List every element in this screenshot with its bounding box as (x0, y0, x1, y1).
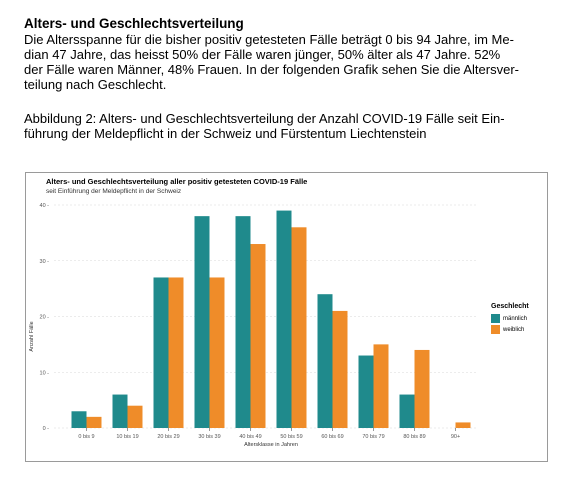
bar-maennlich (195, 216, 210, 428)
x-tick-label: 10 bis 19 (116, 434, 138, 440)
bar-weiblich (169, 277, 184, 428)
figure-caption-line-2: führung der Meldepflicht in der Schweiz … (24, 126, 554, 141)
legend-title: Geschlecht (491, 303, 529, 310)
paragraph-line-3: der Fälle waren Männer, 48% Frauen. In d… (24, 62, 554, 77)
bar-weiblich (87, 417, 102, 428)
chart-frame: Alters- und Geschlechtsverteilung aller … (25, 172, 548, 462)
bar-weiblich (456, 422, 471, 428)
bar-weiblich (415, 350, 430, 428)
bar-maennlich (236, 216, 251, 428)
bar-weiblich (128, 406, 143, 428)
x-tick-label: 50 bis 59 (280, 434, 302, 440)
x-tick-label: 90+ (451, 434, 460, 440)
legend-item-weiblich: weiblich (491, 324, 529, 335)
x-tick-label: 30 bis 39 (198, 434, 220, 440)
bar-chart: 0 - 10 - 20 - 30 - 40 - 0 bis 9 10 bis 19 20 bi… (26, 173, 486, 461)
y-tick-label: 0 - (43, 426, 50, 432)
x-tick-label: 70 bis 79 (362, 434, 384, 440)
legend-swatch-maennlich (491, 314, 500, 323)
y-tick-label: 10 - (40, 370, 50, 376)
y-tick-label: 20 - (40, 315, 50, 321)
bar-maennlich (318, 294, 333, 428)
section-heading: Alters- und Geschlechtsverteilung (24, 16, 554, 32)
legend-swatch-weiblich (491, 325, 500, 334)
document-text: Alters- und Geschlechtsverteilung Die Al… (24, 16, 554, 141)
x-tick-label: 80 bis 89 (403, 434, 425, 440)
x-tick-label: 40 bis 49 (239, 434, 261, 440)
bar-weiblich (374, 344, 389, 428)
bar-weiblich (333, 311, 348, 428)
y-axis-title: Anzahl Fälle (29, 321, 35, 351)
y-tick-label: 40 - (40, 203, 50, 209)
figure-caption-line-1: Abbildung 2: Alters- und Geschlechtsvert… (24, 111, 554, 126)
x-tick-label: 60 bis 69 (321, 434, 343, 440)
bar-weiblich (292, 227, 307, 428)
paragraph-line-1: Die Altersspanne für die bisher positiv … (24, 32, 554, 47)
bar-maennlich (400, 395, 415, 428)
bar-maennlich (72, 411, 87, 428)
bar-maennlich (113, 395, 128, 428)
x-axis-title: Altersklasse in Jahren (244, 442, 298, 448)
bar-weiblich (210, 277, 225, 428)
legend: Geschlecht männlich weiblich (491, 303, 529, 335)
bar-weiblich (251, 244, 266, 428)
paragraph-line-4: teilung nach Geschlecht. (24, 77, 554, 92)
bar-maennlich (154, 277, 169, 428)
x-tick-label: 20 bis 29 (157, 434, 179, 440)
legend-label-maennlich: männlich (503, 316, 527, 322)
y-tick-label: 30 - (40, 259, 50, 265)
x-tick-label: 0 bis 9 (78, 434, 94, 440)
legend-label-weiblich: weiblich (503, 327, 524, 333)
bar-maennlich (359, 356, 374, 428)
legend-item-maennlich: männlich (491, 313, 529, 324)
paragraph-line-2: dian 47 Jahre, das heisst 50% der Fälle … (24, 47, 554, 62)
bar-maennlich (277, 211, 292, 428)
